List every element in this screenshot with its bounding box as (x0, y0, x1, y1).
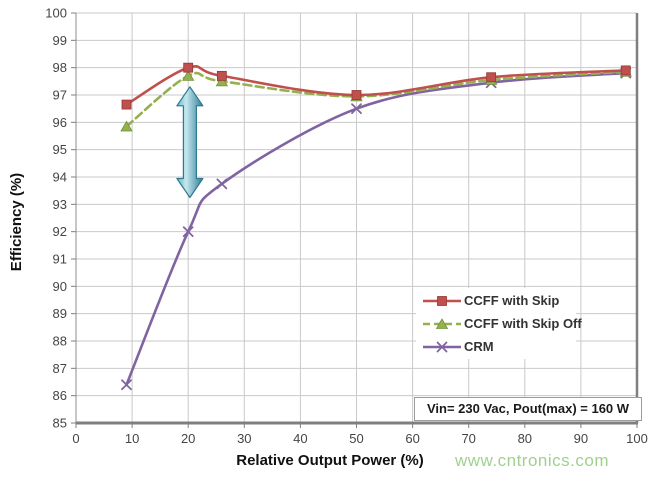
legend-item-ccff-with-skip-off: CCFF with Skip Off (422, 312, 582, 335)
legend-item-crm: CRM (422, 335, 572, 358)
watermark: www.cntronics.com (455, 451, 609, 470)
svg-text:10: 10 (125, 431, 139, 446)
svg-text:92: 92 (53, 224, 67, 239)
purple-line-x-icon (423, 341, 461, 352)
svg-text:90: 90 (574, 431, 588, 446)
y-axis-tick-labels: 85 86 87 88 89 90 91 92 93 94 95 96 97 98 99 100 (45, 6, 76, 431)
legend-label: CCFF with Skip Off (464, 316, 582, 331)
svg-text:91: 91 (53, 252, 67, 267)
x-axis-title: Relative Output Power (%) (236, 452, 424, 469)
svg-text:40: 40 (293, 431, 307, 446)
svg-text:80: 80 (518, 431, 532, 446)
svg-text:94: 94 (53, 170, 67, 185)
legend: CCFF with Skip CCFF with Skip Off CRM (416, 288, 582, 359)
svg-text:98: 98 (53, 60, 67, 75)
legend-label: CRM (464, 339, 494, 354)
svg-text:100: 100 (626, 431, 648, 446)
svg-text:20: 20 (181, 431, 195, 446)
svg-text:30: 30 (237, 431, 251, 446)
gap-range-arrow (176, 86, 204, 199)
svg-text:95: 95 (53, 142, 67, 157)
series-ccff-with-skip (121, 62, 631, 110)
svg-text:99: 99 (53, 33, 67, 48)
svg-text:97: 97 (53, 88, 67, 103)
y-axis-title: Efficiency (%) (8, 172, 25, 272)
legend-item-ccff-with-skip: CCFF with Skip (422, 289, 572, 312)
svg-text:50: 50 (349, 431, 363, 446)
x-axis-tick-labels: 0 10 20 30 40 50 60 70 80 90 100 (72, 423, 648, 446)
svg-text:100: 100 (45, 6, 67, 21)
svg-text:93: 93 (53, 197, 67, 212)
svg-text:0: 0 (72, 431, 79, 446)
svg-text:90: 90 (53, 279, 67, 294)
legend-label: CCFF with Skip (464, 293, 560, 308)
svg-text:85: 85 (53, 416, 67, 431)
gridlines (76, 12, 637, 423)
svg-text:89: 89 (53, 306, 67, 321)
svg-text:70: 70 (461, 431, 475, 446)
svg-text:86: 86 (53, 388, 67, 403)
svg-text:87: 87 (53, 361, 67, 376)
green-dashed-triangle-icon (423, 317, 461, 329)
svg-text:88: 88 (53, 334, 67, 349)
svg-text:60: 60 (405, 431, 419, 446)
svg-text:96: 96 (53, 115, 67, 130)
conditions-note: Vin= 230 Vac, Pout(max) = 160 W (414, 397, 642, 421)
red-line-square-icon (423, 295, 461, 306)
